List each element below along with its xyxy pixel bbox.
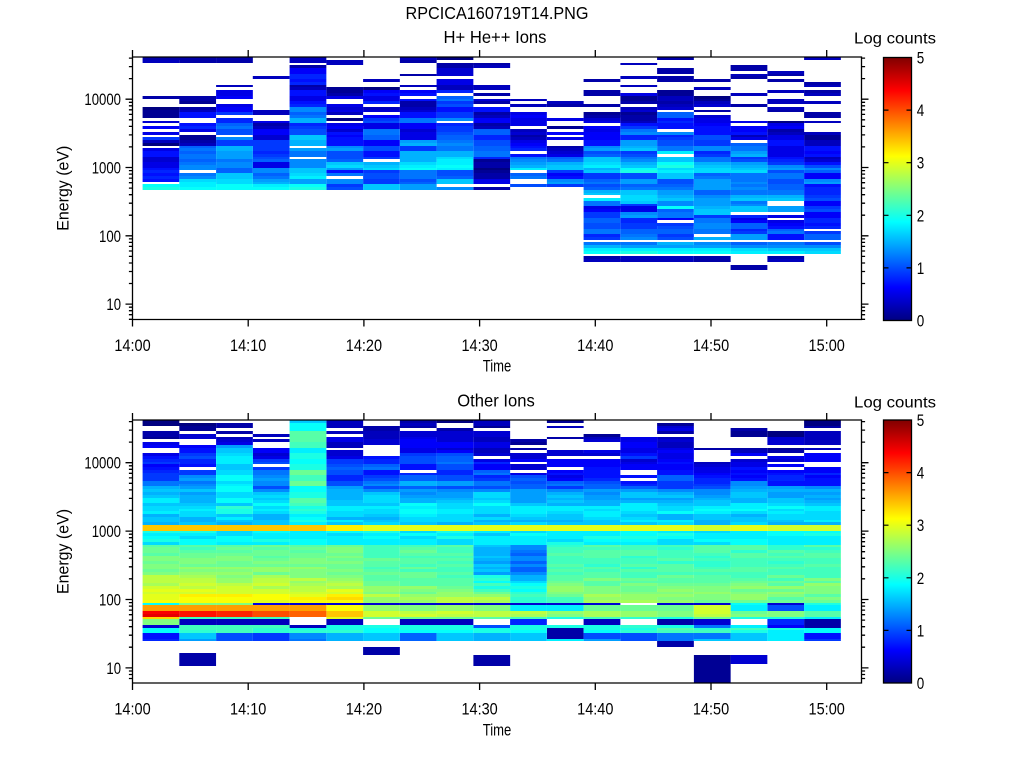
svg-text:1: 1 (917, 621, 925, 640)
svg-text:0: 0 (917, 312, 925, 331)
svg-text:RPCICA160719T14.PNG: RPCICA160719T14.PNG (406, 3, 589, 23)
svg-text:5: 5 (917, 411, 925, 430)
svg-text:14:30: 14:30 (461, 336, 497, 355)
svg-text:15:00: 15:00 (809, 336, 845, 355)
svg-text:14:40: 14:40 (577, 700, 613, 719)
svg-text:4: 4 (917, 464, 925, 483)
svg-text:Energy (eV): Energy (eV) (54, 146, 73, 231)
svg-text:10: 10 (106, 295, 121, 314)
svg-text:2: 2 (917, 206, 925, 225)
svg-text:14:30: 14:30 (461, 700, 497, 719)
svg-text:10000: 10000 (84, 90, 121, 109)
svg-text:14:40: 14:40 (577, 336, 613, 355)
svg-text:14:20: 14:20 (346, 336, 382, 355)
svg-text:100: 100 (99, 591, 121, 610)
svg-text:Log counts: Log counts (854, 395, 936, 412)
svg-text:Other Ions: Other Ions (457, 391, 535, 411)
svg-text:14:50: 14:50 (693, 700, 729, 719)
svg-text:1000: 1000 (92, 159, 121, 178)
svg-text:Energy (eV): Energy (eV) (54, 509, 73, 594)
svg-text:Time: Time (483, 357, 512, 376)
svg-text:14:00: 14:00 (114, 700, 150, 719)
svg-text:3: 3 (917, 154, 925, 173)
svg-text:1: 1 (917, 259, 925, 278)
svg-text:Time: Time (483, 721, 512, 740)
svg-text:3: 3 (917, 516, 925, 535)
svg-text:H+ He++ Ions: H+ He++ Ions (444, 27, 547, 47)
svg-text:14:20: 14:20 (346, 700, 382, 719)
svg-text:4: 4 (917, 101, 925, 120)
svg-text:14:10: 14:10 (230, 336, 266, 355)
svg-text:14:50: 14:50 (693, 336, 729, 355)
svg-text:14:10: 14:10 (230, 700, 266, 719)
svg-text:2: 2 (917, 569, 925, 588)
svg-text:1000: 1000 (92, 522, 121, 541)
svg-text:0: 0 (917, 674, 925, 693)
svg-text:100: 100 (99, 227, 121, 246)
svg-text:Log counts: Log counts (854, 31, 936, 48)
svg-text:5: 5 (917, 49, 925, 68)
svg-text:15:00: 15:00 (809, 700, 845, 719)
svg-text:10000: 10000 (84, 454, 121, 473)
svg-text:14:00: 14:00 (114, 336, 150, 355)
svg-text:10: 10 (106, 659, 121, 678)
